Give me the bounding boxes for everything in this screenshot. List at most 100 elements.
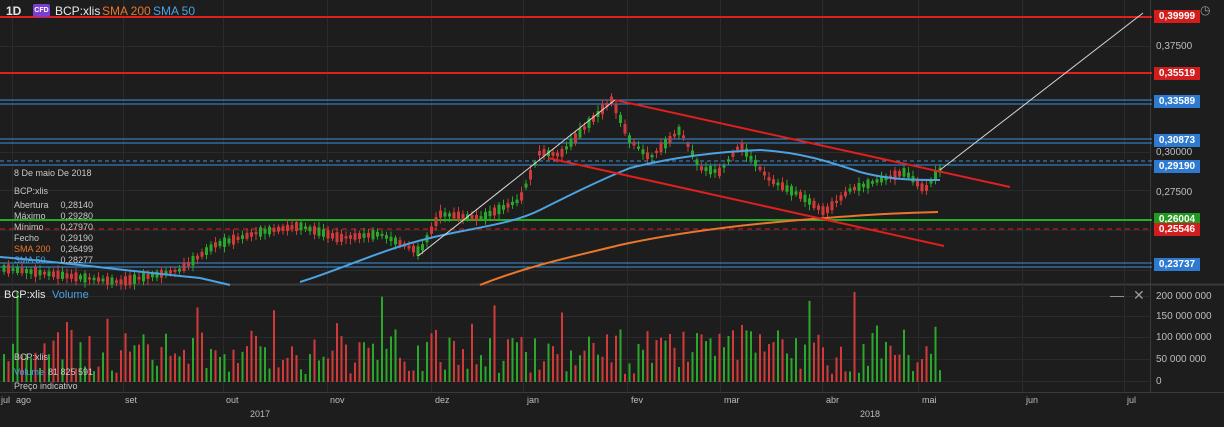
candle-body	[668, 136, 672, 143]
volume-bar	[147, 344, 149, 382]
volume-bar	[741, 324, 743, 382]
sma200-line	[479, 211, 939, 286]
candle-body	[178, 268, 181, 272]
candle-body	[241, 235, 244, 239]
candle-body	[736, 146, 739, 151]
volume-bar	[399, 357, 401, 382]
candle-body	[223, 237, 226, 247]
volume-bar	[273, 310, 275, 382]
volume-bar	[727, 336, 730, 382]
volume-bar	[214, 350, 217, 382]
candle-body	[385, 235, 388, 239]
sma50-line	[0, 148, 941, 286]
volume-bar	[835, 357, 838, 382]
candle-body	[880, 176, 883, 183]
candle-body	[902, 168, 906, 177]
candle-body	[128, 275, 132, 285]
candle-body	[326, 230, 330, 239]
close-icon[interactable]: ✕	[1133, 287, 1145, 303]
candle-body	[803, 194, 807, 203]
volume-bar	[304, 373, 307, 382]
volume-bar	[714, 355, 716, 382]
volume-bar	[493, 305, 496, 382]
volume-bar	[340, 336, 343, 382]
candle-body	[25, 268, 28, 274]
volume-bar	[354, 362, 356, 382]
volume-bar	[768, 344, 770, 382]
candle-body	[259, 227, 262, 237]
timeframe-label[interactable]: 1D	[6, 4, 22, 18]
candle-body	[34, 267, 37, 277]
candle-body	[853, 186, 856, 191]
candle-body	[862, 183, 865, 188]
candle-body	[821, 206, 825, 215]
volume-bar	[138, 344, 140, 382]
volume-bar	[547, 343, 550, 382]
volume-bar	[934, 326, 937, 382]
volume-bar	[840, 346, 842, 382]
volume-bar	[795, 338, 797, 382]
candle-body	[830, 201, 834, 211]
volume-bar	[876, 325, 878, 382]
volume-bar	[435, 329, 437, 382]
minimize-icon[interactable]: —	[1110, 287, 1124, 303]
volume-bar	[759, 334, 761, 382]
volume-legend-symbol: BCP:xlis	[14, 352, 49, 362]
sma200-legend[interactable]: SMA 200	[102, 4, 151, 18]
volume-bar	[57, 332, 59, 382]
volume-bar	[615, 335, 617, 382]
candle-body	[646, 152, 649, 160]
candle-body	[506, 203, 510, 208]
candle-body	[137, 276, 141, 280]
volume-bar	[327, 358, 329, 382]
symbol-label[interactable]: BCP:xlis	[55, 4, 101, 18]
volume-bar	[25, 353, 28, 382]
volume-bar	[570, 350, 572, 382]
volume-bar	[232, 349, 235, 382]
cfd-badge: CFD	[33, 4, 50, 17]
volume-bar	[561, 312, 563, 382]
volume-bar	[66, 321, 68, 382]
candle-body	[745, 148, 748, 157]
volume-bar	[237, 363, 239, 382]
price-tick: 0,30000	[1156, 147, 1193, 158]
channel-top-line	[614, 99, 1011, 188]
candle-body	[475, 215, 478, 221]
volume-bar	[678, 367, 680, 382]
volume-bar	[831, 373, 833, 382]
month-label: jan	[527, 395, 540, 405]
volume-bar	[660, 337, 662, 382]
tooltip-value-close: 0,29190	[60, 233, 93, 243]
clock-icon[interactable]: ◷	[1200, 3, 1211, 17]
month-label: jun	[1026, 395, 1039, 405]
candle-body	[835, 200, 838, 204]
volume-bar	[417, 345, 419, 382]
volume-bar	[682, 331, 685, 382]
year-label: 2017	[250, 409, 271, 419]
candle-body	[371, 230, 375, 240]
volume-bar	[912, 371, 914, 382]
volume-bar	[142, 334, 145, 382]
sma50-legend[interactable]: SMA 50	[153, 4, 196, 18]
tooltip-value-sma200: 0,26499	[60, 244, 93, 254]
volume-bar	[885, 341, 887, 382]
candle-body	[722, 165, 726, 168]
volume-panel-title[interactable]: Volume	[52, 289, 89, 301]
volume-bar	[813, 342, 815, 382]
tooltip-label-open: Abertura	[14, 200, 49, 210]
volume-bar	[282, 359, 284, 382]
candle-body	[124, 276, 127, 286]
volume-bar	[534, 338, 536, 382]
volume-bar	[903, 329, 905, 382]
volume-bar	[579, 355, 581, 382]
candle-body	[578, 128, 582, 138]
candle-body	[659, 143, 663, 153]
candle-body	[47, 271, 51, 277]
candle-body	[353, 233, 357, 240]
volume-bar	[601, 356, 604, 382]
volume-bar	[480, 355, 482, 382]
candle-body	[731, 152, 735, 157]
price-level-box: 0,29190	[1154, 160, 1200, 173]
volume-bar	[475, 364, 478, 382]
